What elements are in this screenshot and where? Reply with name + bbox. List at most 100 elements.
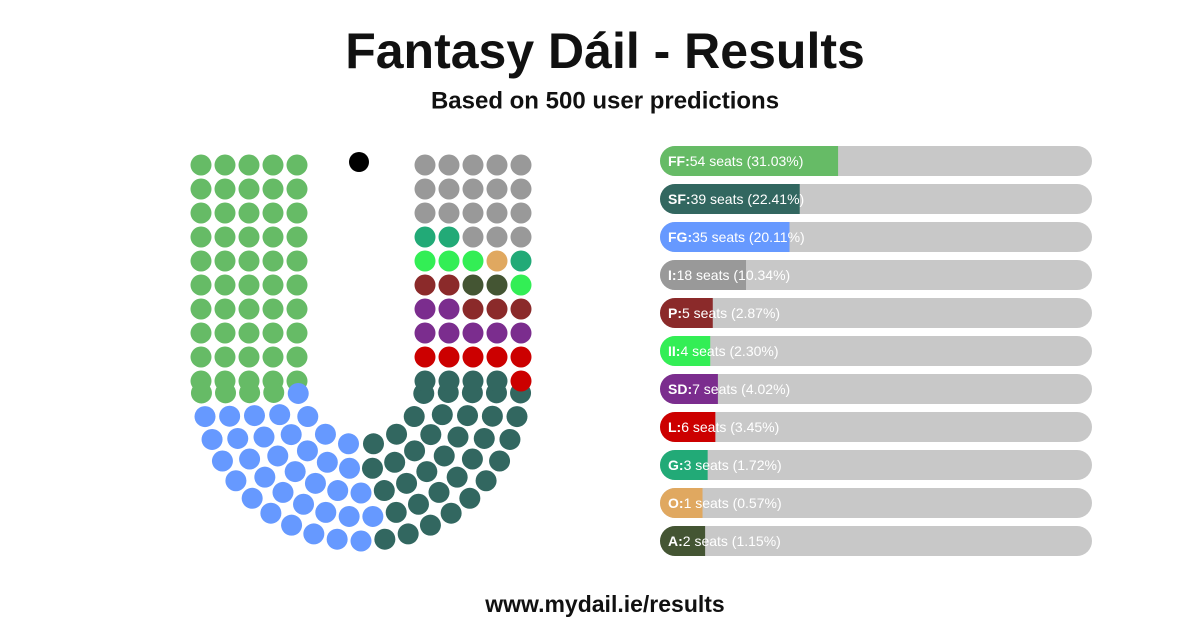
seat xyxy=(486,370,508,392)
bar-track xyxy=(660,488,1092,518)
bar-label: L:6 seats (3.45%) xyxy=(668,419,779,435)
bar-label: O:1 seats (0.57%) xyxy=(668,495,782,511)
seat xyxy=(397,523,419,545)
seat xyxy=(438,250,460,272)
seat xyxy=(420,424,442,446)
seat xyxy=(440,502,462,524)
seat xyxy=(486,202,508,224)
seat xyxy=(267,445,289,467)
bar-track xyxy=(660,412,1092,442)
seat xyxy=(293,493,315,515)
seat xyxy=(414,202,436,224)
seat xyxy=(457,405,479,427)
seat xyxy=(510,370,532,392)
seat xyxy=(414,370,436,392)
bar-label: G:3 seats (1.72%) xyxy=(668,457,782,473)
seat xyxy=(438,274,460,296)
seat xyxy=(262,274,284,296)
seat xyxy=(475,470,497,492)
seat xyxy=(486,322,508,344)
seat xyxy=(414,154,436,176)
seat xyxy=(286,274,308,296)
seat-label: 7 seats (4.02%) xyxy=(692,381,790,397)
seat xyxy=(214,322,236,344)
seat xyxy=(438,346,460,368)
seat xyxy=(407,493,429,515)
party-name: SF: xyxy=(668,191,691,207)
seat xyxy=(214,274,236,296)
seat xyxy=(286,346,308,368)
seat xyxy=(190,274,212,296)
bar xyxy=(660,260,747,290)
seat xyxy=(510,274,532,296)
seat xyxy=(510,250,532,272)
seat xyxy=(489,450,511,472)
seat xyxy=(214,346,236,368)
seat xyxy=(194,406,216,428)
seat xyxy=(499,428,521,450)
bar-label: SF:39 seats (22.41%) xyxy=(668,191,804,207)
seat xyxy=(190,346,212,368)
seat-label: 39 seats (22.41%) xyxy=(691,191,805,207)
seat xyxy=(190,178,212,200)
seat xyxy=(315,501,337,523)
seat xyxy=(286,226,308,248)
party-name: SD: xyxy=(668,381,692,397)
seat xyxy=(286,178,308,200)
seat xyxy=(461,448,483,470)
seat xyxy=(462,370,484,392)
bar xyxy=(660,298,713,328)
seat xyxy=(404,440,426,462)
seat xyxy=(262,226,284,248)
bar-track xyxy=(660,336,1092,366)
seat xyxy=(384,451,406,473)
seat xyxy=(190,154,212,176)
bar-label: FF:54 seats (31.03%) xyxy=(668,153,803,169)
seat xyxy=(215,382,237,404)
seat-label: 2 seats (1.15%) xyxy=(683,533,781,549)
bar-track xyxy=(660,374,1092,404)
seat xyxy=(486,298,508,320)
bar-label: P:5 seats (2.87%) xyxy=(668,305,780,321)
seat xyxy=(374,528,396,550)
footer-url: www.mydail.ie/results xyxy=(484,591,724,617)
bar-track xyxy=(660,260,1092,290)
seat xyxy=(262,202,284,224)
seat xyxy=(263,381,285,403)
seat xyxy=(238,154,260,176)
chart-title: Fantasy Dáil - Results xyxy=(345,23,865,79)
bar xyxy=(660,488,703,518)
seat xyxy=(214,226,236,248)
seat xyxy=(190,382,212,404)
seat xyxy=(481,405,503,427)
seat xyxy=(327,480,349,502)
seat xyxy=(486,274,508,296)
bar xyxy=(660,450,708,480)
seat xyxy=(486,250,508,272)
seat xyxy=(414,274,436,296)
party-name: I: xyxy=(668,267,677,283)
seat xyxy=(403,406,425,428)
seat xyxy=(238,178,260,200)
seat xyxy=(414,346,436,368)
seat xyxy=(462,154,484,176)
seat xyxy=(314,423,336,445)
seat xyxy=(238,298,260,320)
bar-track xyxy=(660,450,1092,480)
party-name: II: xyxy=(668,343,680,359)
seat xyxy=(486,226,508,248)
bar xyxy=(660,374,718,404)
seat xyxy=(239,448,261,470)
bar xyxy=(660,222,790,252)
seat xyxy=(438,202,460,224)
seat xyxy=(262,322,284,344)
seat xyxy=(362,505,384,527)
seat-label: 5 seats (2.87%) xyxy=(682,305,780,321)
bar xyxy=(660,336,711,366)
seat xyxy=(219,405,241,427)
seat xyxy=(362,433,384,455)
seat xyxy=(280,424,302,446)
bar xyxy=(660,526,706,556)
seat xyxy=(506,406,528,428)
seat xyxy=(262,250,284,272)
